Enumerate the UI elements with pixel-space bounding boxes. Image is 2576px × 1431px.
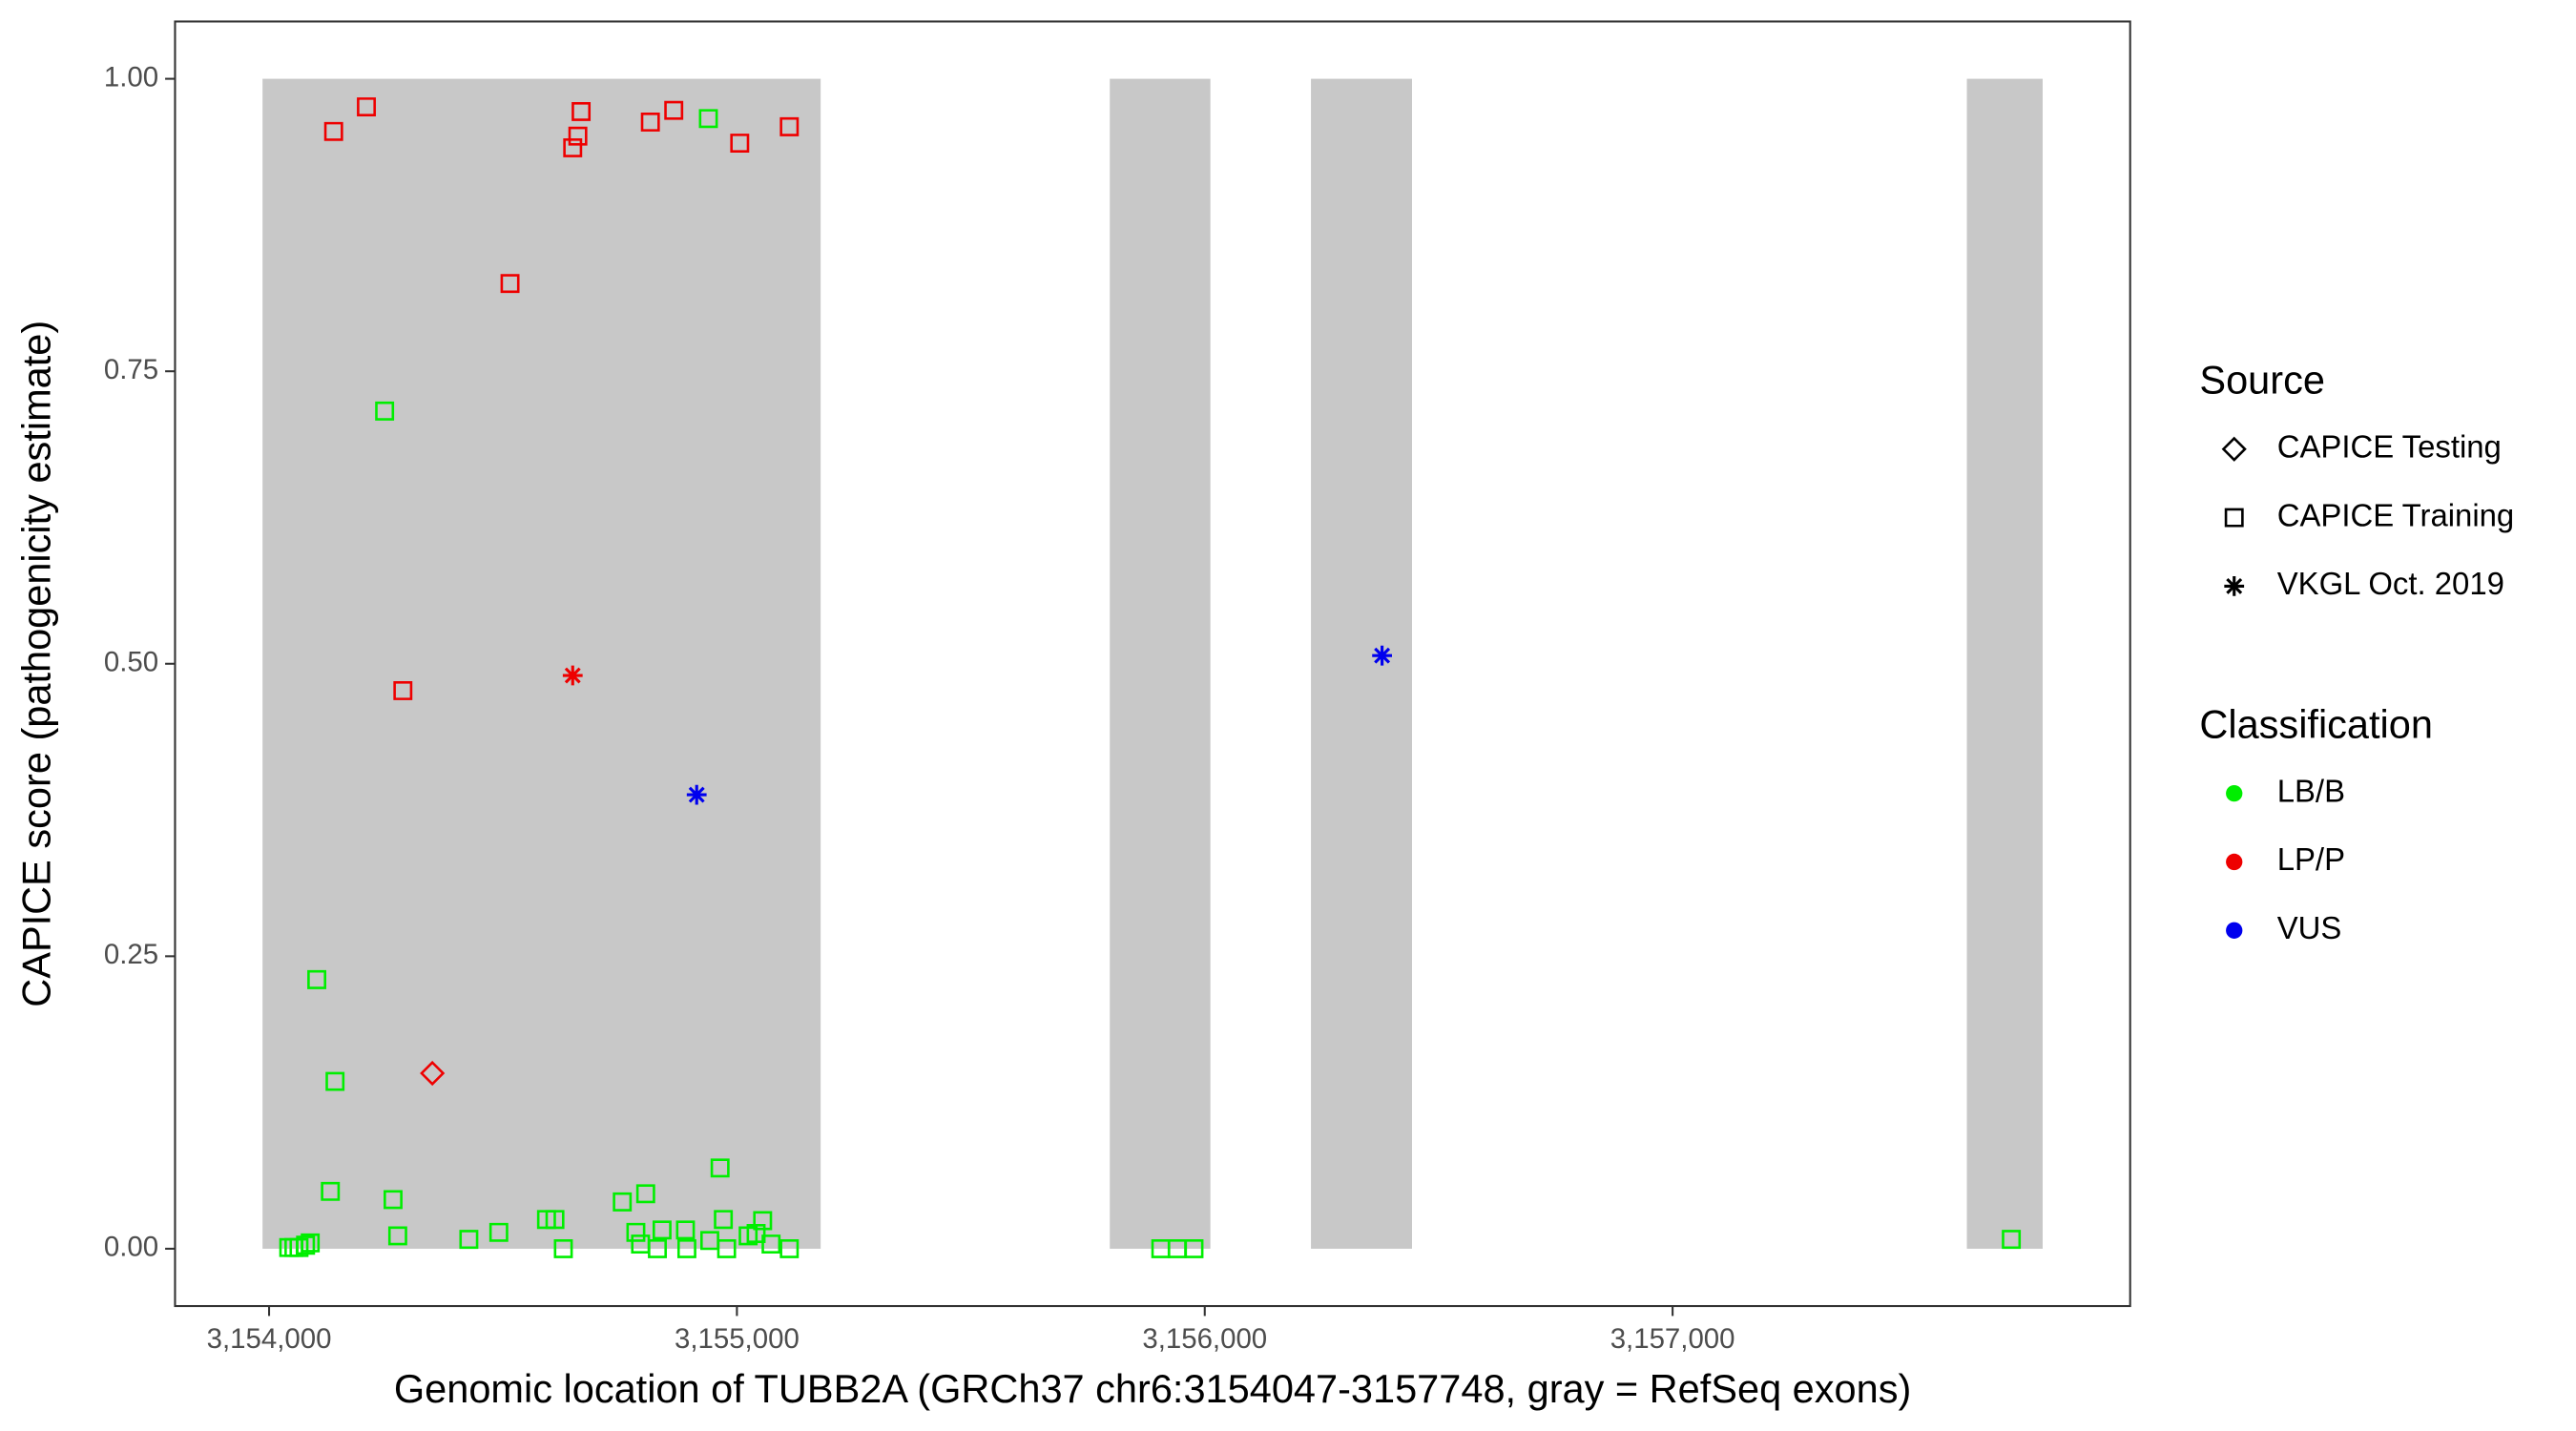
point	[779, 116, 800, 136]
point	[779, 1238, 800, 1258]
legend-label: VKGL Oct. 2019	[2277, 566, 2504, 601]
point	[325, 1071, 345, 1091]
point	[420, 1060, 446, 1087]
point	[746, 1224, 766, 1243]
legend-symbol	[2226, 784, 2243, 802]
legend-label: CAPICE Testing	[2277, 428, 2502, 464]
legend-symbol	[2224, 576, 2245, 596]
point	[652, 1220, 672, 1240]
legend-label: VUS	[2277, 910, 2342, 945]
point	[488, 1222, 509, 1242]
legend: Source CAPICE Testing CAPICE Training VKGL …	[2199, 358, 2514, 945]
point	[640, 113, 660, 132]
point	[296, 1235, 316, 1255]
point	[717, 1238, 737, 1258]
x-tick-label: 3,155,000	[675, 1323, 800, 1355]
point	[321, 1181, 341, 1201]
point	[571, 101, 592, 121]
y-tick-label: 0.50	[104, 647, 158, 678]
point	[323, 121, 343, 141]
point	[459, 1230, 479, 1250]
point	[307, 969, 326, 989]
point	[553, 1238, 573, 1258]
point	[675, 1220, 696, 1240]
plot-area	[262, 78, 2043, 1258]
legend-symbol	[2224, 508, 2244, 528]
legend-title: Classification	[2199, 701, 2433, 746]
legend-title: Source	[2199, 358, 2325, 403]
point	[635, 1184, 655, 1204]
point	[545, 1210, 565, 1230]
exon	[1311, 78, 1412, 1249]
point	[384, 1190, 403, 1210]
legend-label: LP/P	[2277, 841, 2345, 877]
point	[613, 1192, 633, 1212]
point	[2002, 1230, 2022, 1250]
point	[301, 1233, 321, 1253]
point	[375, 401, 395, 421]
point	[698, 109, 718, 129]
point	[761, 1234, 781, 1254]
y-axis-title: CAPICE score (pathogenicity estimate)	[14, 321, 59, 1007]
y-tick-label: 0.75	[104, 354, 158, 385]
point	[714, 1210, 734, 1230]
point	[568, 126, 588, 146]
y-tick-label: 0.25	[104, 939, 158, 970]
exon	[262, 78, 821, 1249]
point	[1184, 1238, 1204, 1258]
point	[710, 1158, 730, 1178]
point	[1372, 645, 1392, 666]
x-axis-title: Genomic location of TUBB2A (GRCh37 chr6:…	[394, 1366, 1911, 1411]
point	[393, 681, 413, 700]
exon	[1110, 78, 1211, 1249]
x-tick-label: 3,157,000	[1610, 1323, 1735, 1355]
point	[738, 1226, 758, 1246]
legend-symbol	[2221, 436, 2247, 462]
legend-symbol	[2226, 853, 2243, 871]
x-tick-label: 3,156,000	[1142, 1323, 1267, 1355]
point	[686, 784, 707, 805]
point	[753, 1211, 773, 1231]
point	[626, 1222, 646, 1242]
x-tick-label: 3,154,000	[207, 1323, 332, 1355]
point	[357, 97, 376, 116]
point	[500, 274, 520, 294]
y-tick-label: 0.00	[104, 1232, 158, 1263]
point	[648, 1238, 667, 1258]
point	[676, 1238, 696, 1258]
point	[387, 1226, 407, 1246]
y-tick-label: 1.00	[104, 61, 158, 93]
point	[664, 100, 684, 120]
point	[730, 134, 750, 153]
legend-symbol	[2226, 922, 2243, 939]
point	[563, 137, 583, 157]
point	[562, 665, 583, 686]
legend-label: LB/B	[2277, 773, 2345, 808]
legend-label: CAPICE Training	[2277, 497, 2515, 532]
exon	[1966, 78, 2043, 1249]
